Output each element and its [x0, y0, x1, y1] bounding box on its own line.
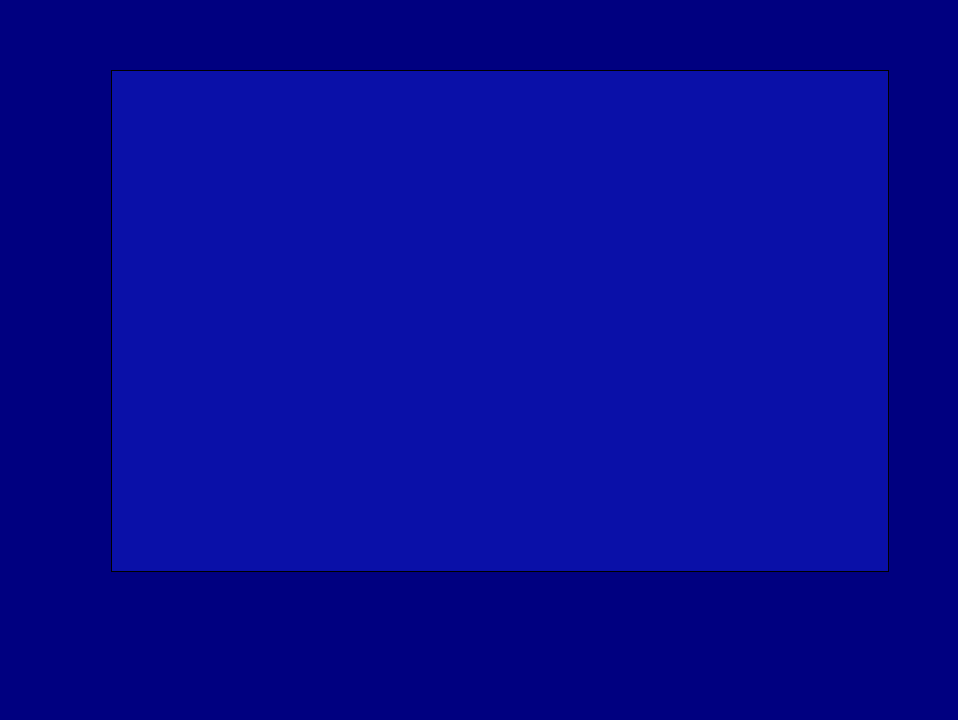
- map-plot-area: [111, 70, 889, 572]
- colorbar-gradient: [111, 578, 887, 592]
- colorbar-tick-labels: [111, 594, 887, 612]
- colorbar: [111, 578, 887, 592]
- map-overlay-coastlines-grid-barbs: [112, 71, 888, 571]
- page-title: [0, 30, 958, 51]
